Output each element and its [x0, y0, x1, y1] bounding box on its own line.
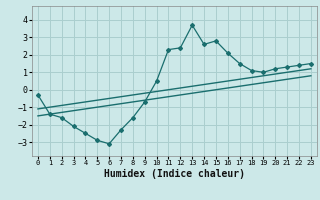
- X-axis label: Humidex (Indice chaleur): Humidex (Indice chaleur): [104, 169, 245, 179]
